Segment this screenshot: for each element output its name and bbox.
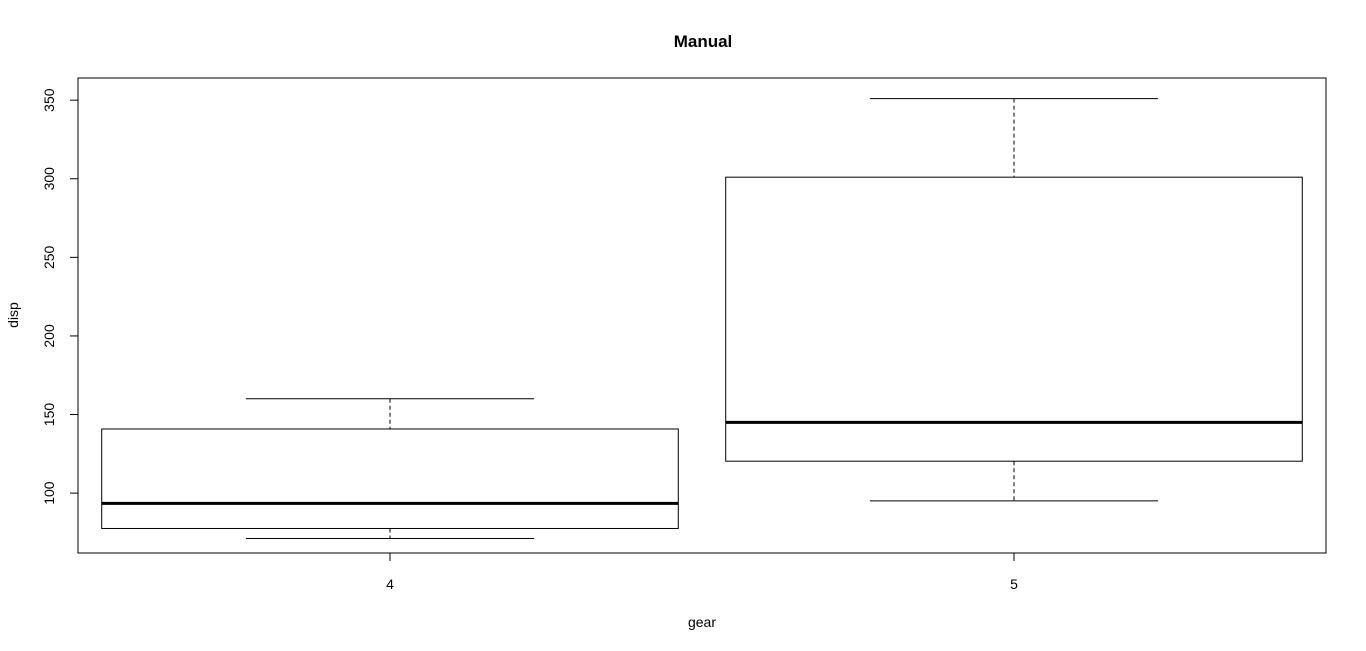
chart-title: Manual [674,32,733,51]
box-series [101,98,1303,540]
y-tick-label: 150 [41,403,57,427]
y-axis-label: disp [5,302,21,328]
y-tick-label: 100 [41,481,57,505]
y-tick-label: 250 [41,245,57,269]
box-iqr [725,176,1303,462]
y-tick-label: 300 [41,167,57,191]
box-4 [101,398,679,540]
x-tick-label: 5 [1010,576,1018,592]
y-tick-label: 200 [41,324,57,348]
x-tick-label: 4 [386,576,394,592]
x-axis-label: gear [688,614,716,630]
box-5 [725,98,1303,502]
y-tick-label: 350 [41,88,57,112]
y-axis-ticks: 100 150 200 250 300 350 [41,88,78,505]
box-iqr [101,428,679,529]
